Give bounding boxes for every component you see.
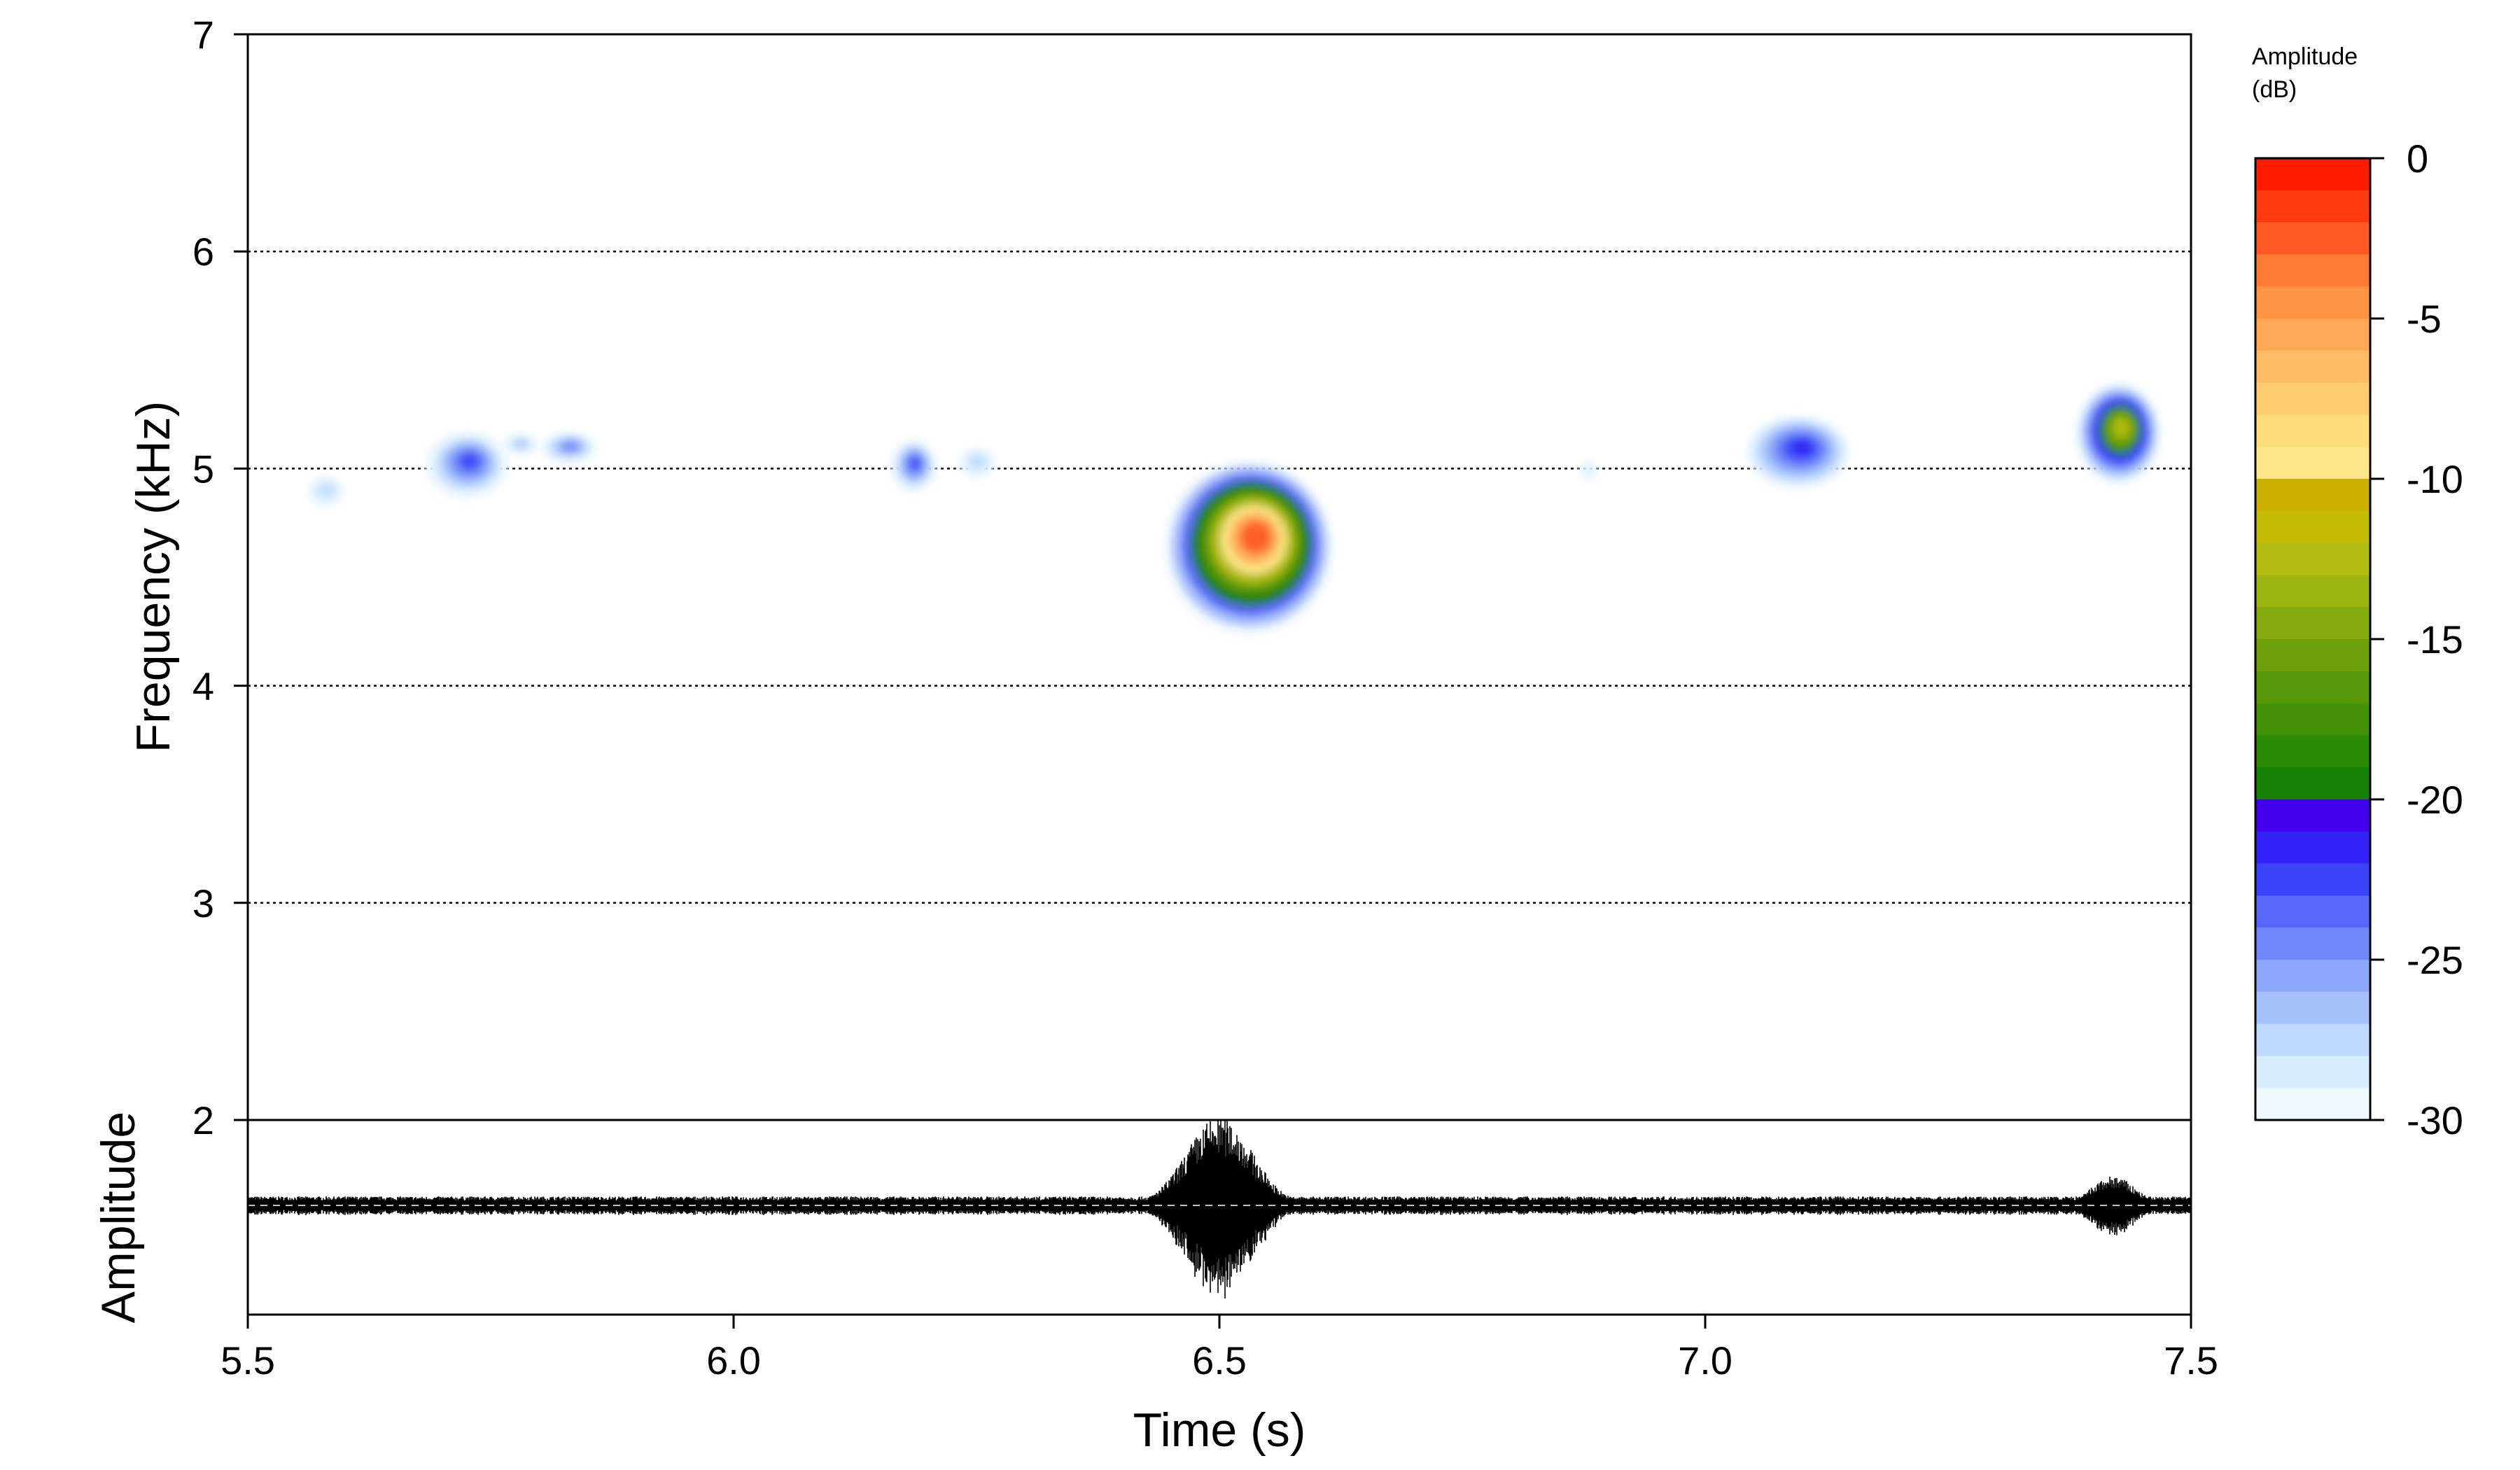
colorbar-swatch-17	[2255, 703, 2370, 736]
colorbar-swatch-12	[2255, 542, 2370, 575]
call-blob-3	[539, 431, 598, 465]
call-blob-7	[1578, 459, 1599, 482]
x-tick-label-0: 5.5	[220, 1338, 275, 1382]
y-tick-label-2: 4	[192, 664, 214, 708]
colorbar-swatch-13	[2255, 575, 2370, 608]
colorbar-swatch-5	[2255, 318, 2370, 351]
x-tick-label-4: 7.5	[2164, 1338, 2218, 1382]
colorbar: 0 -5 -10 -15 -20 -25 -30	[2254, 136, 2463, 1142]
x-axis-label: Time (s)	[1133, 1404, 1306, 1457]
colorbar-swatch-10	[2255, 479, 2370, 512]
y-tick-label-0: 2	[192, 1098, 214, 1142]
x-tick-label-3: 7.0	[1678, 1338, 1732, 1382]
colorbar-swatch-23	[2255, 895, 2370, 928]
colorbar-swatch-28	[2255, 1056, 2370, 1088]
colorbar-swatch-2	[2255, 222, 2370, 255]
colorbar-swatch-19	[2255, 767, 2370, 800]
x-tick-label-2: 6.5	[1192, 1338, 1247, 1382]
oscillogram-waveform	[248, 1120, 2191, 1298]
y-tick-label-4: 6	[192, 230, 214, 274]
colorbar-swatch-26	[2255, 991, 2370, 1025]
call-blob-6	[1161, 457, 1336, 638]
colorbar-tick-label-2: -10	[2407, 457, 2463, 501]
colorbar-swatch-15	[2255, 639, 2370, 672]
call-blob-9	[2074, 382, 2162, 486]
y-tick-label-1: 3	[192, 881, 214, 925]
colorbar-title-line1: Amplitude	[2252, 43, 2358, 70]
colorbar-swatch-0	[2255, 158, 2370, 191]
colorbar-swatch-7	[2255, 382, 2370, 415]
y-tick-label-5: 7	[192, 13, 214, 57]
colorbar-swatch-4	[2255, 286, 2370, 319]
colorbar-swatch-25	[2255, 960, 2370, 993]
colorbar-swatch-16	[2255, 671, 2370, 704]
y-tick-label-3: 5	[192, 447, 214, 491]
call-blob-8	[1744, 414, 1851, 491]
colorbar-swatch-1	[2255, 190, 2370, 223]
colorbar-swatch-20	[2255, 799, 2370, 832]
colorbar-title-line2: (dB)	[2252, 76, 2297, 103]
colorbar-swatch-11	[2255, 510, 2370, 544]
colorbar-swatch-3	[2255, 254, 2370, 287]
colorbar-swatch-29	[2255, 1088, 2370, 1121]
axis-ticks: 5.5 6.0 6.5 7.0 7.5 2 3 4 5 6 7	[192, 13, 2218, 1382]
colorbar-tick-label-4: -20	[2407, 778, 2463, 822]
call-blob-5	[957, 447, 996, 479]
colorbar-tick-label-5: -25	[2407, 938, 2463, 982]
colorbar-tick-label-3: -15	[2407, 617, 2463, 662]
y-axis-label-spectrogram: Frequency (kHz)	[127, 401, 180, 753]
colorbar-tick-label-1: -5	[2407, 297, 2442, 341]
colorbar-swatch-14	[2255, 607, 2370, 640]
call-blob-4	[889, 438, 938, 495]
call-blob-1	[422, 429, 510, 501]
colorbar-swatch-27	[2255, 1023, 2370, 1056]
colorbar-swatch-9	[2255, 447, 2370, 479]
colorbar-swatch-18	[2255, 735, 2370, 768]
colorbar-swatch-22	[2255, 863, 2370, 896]
plot-frame	[246, 33, 2192, 1316]
colorbar-swatch-6	[2255, 350, 2370, 384]
waveform-trace	[248, 1120, 2191, 1298]
colorbar-swatch-8	[2255, 414, 2370, 447]
colorbar-tick-label-6: -30	[2407, 1098, 2463, 1142]
y-axis-label-oscillogram: Amplitude	[92, 1112, 145, 1323]
colorbar-swatch-21	[2255, 831, 2370, 864]
call-blob-2	[500, 433, 540, 456]
call-blob-0	[306, 475, 345, 508]
colorbar-tick-label-0: 0	[2407, 136, 2428, 181]
spectrogram-calls	[306, 382, 2162, 638]
x-tick-label-1: 6.0	[706, 1338, 761, 1382]
colorbar-swatch-24	[2255, 927, 2370, 960]
